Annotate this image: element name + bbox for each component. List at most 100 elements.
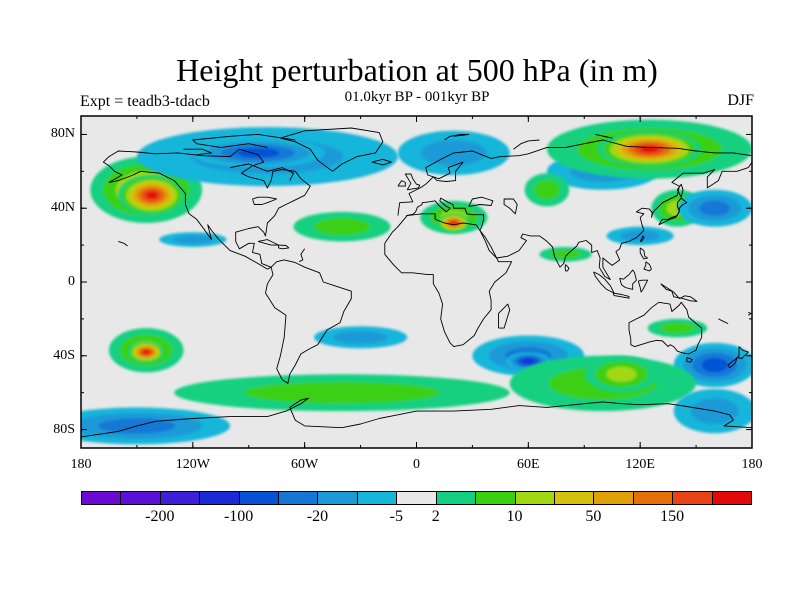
coastline-8 [371, 158, 392, 166]
anomaly-contour [522, 358, 535, 364]
colorbar-box [593, 491, 634, 505]
colorbar-box [159, 491, 201, 505]
lat-label: 80N [50, 126, 75, 142]
anomaly-blob-20 [313, 326, 408, 349]
coastline-39 [748, 311, 752, 316]
colorbar-box [238, 491, 280, 505]
anomaly-contour [244, 381, 440, 404]
colorbar-box [356, 491, 398, 505]
colorbar-box [199, 491, 240, 505]
colorbar-box [435, 491, 477, 505]
coastline-17 [660, 283, 698, 302]
coastline-0 [102, 148, 311, 270]
anomaly-blob-12 [437, 213, 471, 233]
anomaly-contour [606, 366, 637, 382]
anomaly-blob-17 [539, 246, 592, 262]
anomaly-blob-5 [159, 232, 227, 247]
coastline-10 [686, 357, 693, 363]
lon-label: 120W [175, 457, 210, 472]
lon-label: 60W [291, 457, 319, 472]
anomaly-blob-15 [677, 189, 752, 227]
anomaly-contour [533, 180, 561, 200]
lat-label: 0 [68, 274, 75, 289]
coastline-21 [564, 264, 570, 272]
anomaly-contour [699, 200, 731, 216]
anomaly-blob-23 [673, 342, 752, 388]
colorbar-box [120, 491, 161, 505]
coastline-1 [265, 259, 352, 384]
anomaly-blob-1 [118, 175, 186, 216]
lon-label: 180 [70, 457, 92, 472]
colorbar-label: -5 [389, 508, 403, 525]
colorbar-box [81, 491, 122, 505]
anomaly-contour [313, 218, 371, 236]
colorbar-box [396, 491, 437, 505]
coastline-2 [279, 127, 384, 172]
colorbar-box [278, 491, 319, 505]
coastline-33 [676, 183, 684, 198]
anomaly-contour [173, 235, 213, 244]
coastline-37 [118, 240, 128, 247]
season-label: DJF [727, 92, 754, 109]
plot-title: Height perturbation at 500 hPa (in m) [176, 52, 658, 88]
coastline-36 [298, 248, 306, 263]
anomaly-blob-10 [293, 211, 391, 242]
coastline-12 [658, 197, 688, 226]
colorbar-label: 10 [506, 508, 523, 525]
coastline-layer [81, 127, 752, 438]
experiment-label: Expt = teadb3-tdacb [80, 93, 210, 110]
colorbar-label: -20 [306, 508, 329, 525]
colorbar-box [475, 491, 516, 505]
anomaly-blob-13 [524, 173, 570, 207]
lat-label: 40S [53, 347, 75, 363]
coastline-4 [397, 139, 752, 216]
anomaly-blob-25 [174, 374, 510, 412]
coastline-14 [612, 292, 630, 299]
coastline-11 [727, 346, 749, 369]
coastline-38 [718, 318, 729, 324]
lon-label: 0 [413, 457, 420, 472]
lat-label: 40N [50, 200, 75, 216]
coastline-7 [397, 180, 406, 187]
coastline-24 [278, 244, 290, 250]
anomaly-blob-3 [190, 138, 326, 168]
anomaly-blob-9 [597, 130, 702, 168]
colorbar-label: -200 [145, 508, 175, 525]
colorbar-label: 50 [585, 508, 602, 525]
colorbar-box [317, 491, 358, 505]
coastline-6 [404, 173, 421, 191]
coastline-20 [639, 235, 645, 242]
colorbar-box [711, 491, 752, 505]
coastline-5 [406, 161, 752, 281]
coastline-27 [192, 133, 296, 148]
lon-label: 180 [741, 457, 763, 472]
axis-ticks [80, 116, 753, 448]
anomaly-contour [333, 330, 388, 344]
colorbar-box [672, 491, 713, 505]
anomaly-contour [236, 148, 280, 158]
lat-label: 80S [53, 421, 75, 437]
anomaly-field-layer [81, 119, 752, 445]
anomaly-contour [550, 250, 581, 259]
coastline-16 [637, 279, 649, 293]
anomaly-contour [620, 230, 660, 242]
anomaly-contour [146, 191, 158, 199]
anomaly-contour [660, 322, 695, 334]
lon-label: 60E [517, 457, 540, 472]
lon-label: 120E [625, 457, 655, 472]
coastline-34 [503, 198, 518, 215]
anomaly-contour [450, 221, 457, 225]
coastline-22 [498, 303, 511, 329]
coastline-15 [619, 269, 637, 290]
coastline-26 [230, 163, 294, 181]
period-subtitle: 01.0kyr BP - 001kyr BP [344, 89, 490, 105]
anomaly-blob-24 [647, 318, 708, 338]
coastline-9 [628, 301, 703, 355]
coastline-32 [252, 196, 277, 205]
coastline-28 [183, 148, 212, 156]
coastline-29 [513, 139, 540, 150]
coastline-31 [595, 133, 613, 139]
colorbar-label: 2 [431, 508, 440, 525]
anomaly-contour [143, 350, 150, 354]
